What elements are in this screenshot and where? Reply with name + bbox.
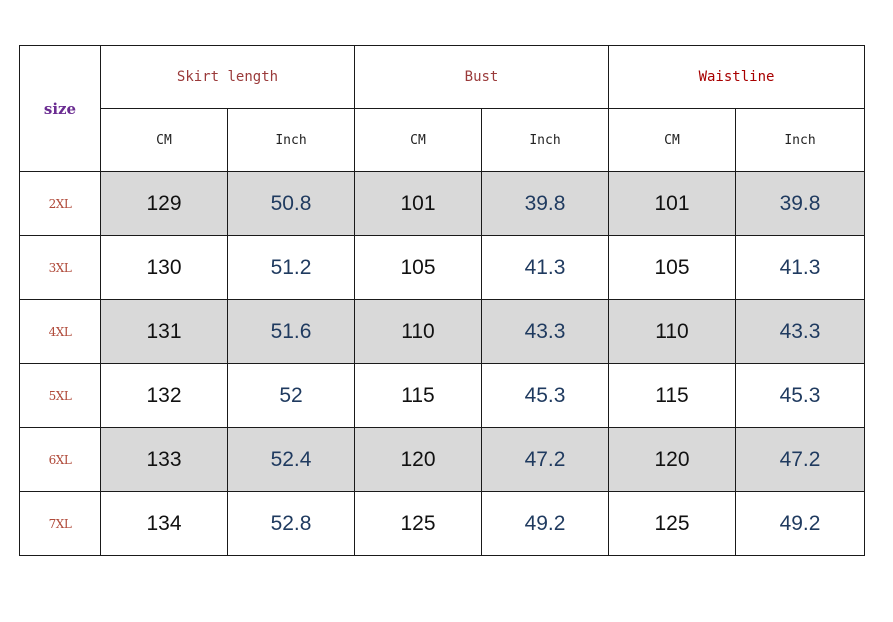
skirt-inch-cell: 51.6 <box>227 299 355 364</box>
waist-cm-cell: 120 <box>608 427 736 492</box>
waist-cm-header: CM <box>608 108 736 172</box>
unit-header-row: CM Inch CM Inch CM Inch <box>20 108 866 172</box>
bust-inch-cell: 47.2 <box>481 427 609 492</box>
size-chart-table: size Skirt length Bust Waistline CM Inch… <box>19 45 866 556</box>
table-row: 7XL 134 52.8 125 49.2 125 49.2 <box>19 491 866 556</box>
skirt-inch-cell: 51.2 <box>227 235 355 300</box>
skirt-cm-cell: 131 <box>100 299 228 364</box>
skirt-inch-cell: 52.8 <box>227 491 355 556</box>
bust-cm-cell: 101 <box>354 171 482 236</box>
waist-inch-cell: 43.3 <box>734 299 866 364</box>
skirt-inch-cell: 52.4 <box>227 427 355 492</box>
bust-header: Bust <box>354 45 609 109</box>
skirt-cm-cell: 134 <box>100 491 228 556</box>
skirt-cm-cell: 132 <box>100 363 228 428</box>
waist-inch-cell: 45.3 <box>734 363 866 428</box>
bust-inch-header: Inch <box>481 108 609 172</box>
bust-inch-cell: 45.3 <box>481 363 609 428</box>
waist-inch-cell: 47.2 <box>734 427 866 492</box>
size-label: 3XL <box>19 235 101 300</box>
skirt-cm-cell: 130 <box>100 235 228 300</box>
table-row: 3XL 130 51.2 105 41.3 105 41.3 <box>19 235 866 300</box>
waistline-header: Waistline <box>607 45 866 109</box>
table-row: 4XL 131 51.6 110 43.3 110 43.3 <box>19 299 866 364</box>
table-row: 5XL 132 52 115 45.3 115 45.3 <box>19 363 866 428</box>
bust-cm-cell: 110 <box>354 299 482 364</box>
size-label: 2XL <box>19 171 101 236</box>
bust-inch-cell: 41.3 <box>481 235 609 300</box>
skirt-cm-header: CM <box>100 108 228 172</box>
skirt-length-header: Skirt length <box>100 45 355 109</box>
group-header-row: size Skirt length Bust Waistline <box>19 45 866 172</box>
bust-cm-cell: 125 <box>354 491 482 556</box>
bust-cm-header: CM <box>354 108 482 172</box>
waist-inch-cell: 49.2 <box>734 491 866 556</box>
skirt-cm-cell: 129 <box>100 171 228 236</box>
table-row: 2XL 129 50.8 101 39.8 101 39.8 <box>19 171 866 236</box>
bust-inch-cell: 43.3 <box>481 299 609 364</box>
skirt-inch-cell: 52 <box>227 363 355 428</box>
waist-inch-header: Inch <box>734 108 866 172</box>
waist-cm-cell: 101 <box>608 171 736 236</box>
bust-cm-cell: 105 <box>354 235 482 300</box>
skirt-inch-cell: 50.8 <box>227 171 355 236</box>
skirt-cm-cell: 133 <box>100 427 228 492</box>
size-label: 6XL <box>19 427 101 492</box>
bust-cm-cell: 115 <box>354 363 482 428</box>
waist-cm-cell: 115 <box>608 363 736 428</box>
table-row: 6XL 133 52.4 120 47.2 120 47.2 <box>19 427 866 492</box>
size-column-header: size <box>19 45 101 172</box>
size-label: 5XL <box>19 363 101 428</box>
bust-inch-cell: 49.2 <box>481 491 609 556</box>
waist-cm-cell: 110 <box>608 299 736 364</box>
waist-cm-cell: 105 <box>608 235 736 300</box>
bust-cm-cell: 120 <box>354 427 482 492</box>
waist-inch-cell: 39.8 <box>734 171 866 236</box>
bust-inch-cell: 39.8 <box>481 171 609 236</box>
size-label: 4XL <box>19 299 101 364</box>
size-label: 7XL <box>19 491 101 556</box>
waist-cm-cell: 125 <box>608 491 736 556</box>
skirt-inch-header: Inch <box>227 108 355 172</box>
waist-inch-cell: 41.3 <box>734 235 866 300</box>
